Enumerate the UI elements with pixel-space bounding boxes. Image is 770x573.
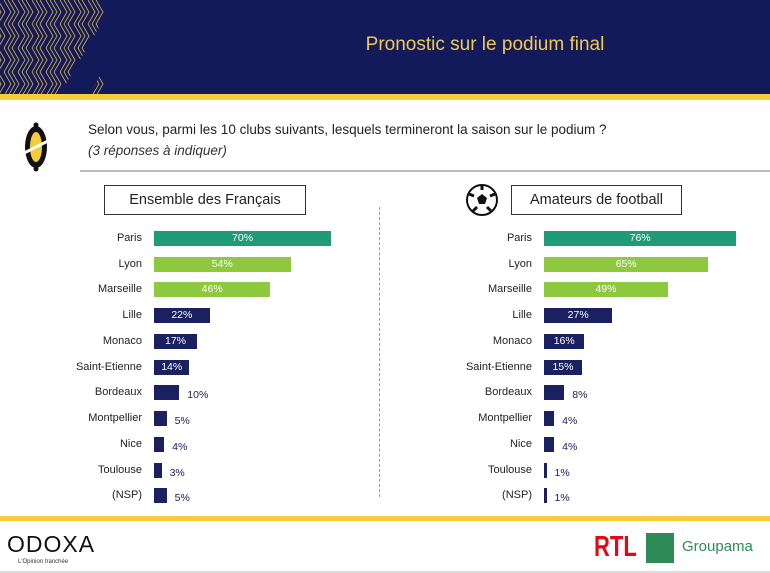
value-label: 5% bbox=[174, 415, 190, 427]
value-label: 1% bbox=[554, 467, 570, 479]
bar bbox=[544, 411, 555, 426]
value-label: 4% bbox=[172, 441, 188, 453]
groupama-logo: Groupama bbox=[682, 538, 753, 555]
category-label: Marseille bbox=[487, 283, 532, 295]
category-label: Toulouse bbox=[487, 464, 532, 476]
category-label: Saint-Etienne bbox=[465, 361, 532, 373]
bar bbox=[154, 231, 332, 246]
category-label: (NSP) bbox=[502, 489, 532, 501]
value-label: 3% bbox=[169, 467, 185, 479]
value-label: 65% bbox=[615, 258, 637, 270]
header: Pronostic sur le podium final bbox=[0, 0, 770, 94]
odoxa-tagline: L'Opinion tranchée bbox=[18, 559, 69, 565]
category-label: Paris bbox=[506, 232, 532, 244]
value-label: 16% bbox=[553, 335, 575, 347]
bar bbox=[154, 385, 180, 400]
divider bbox=[0, 571, 770, 573]
page-title: Pronostic sur le podium final bbox=[365, 34, 605, 55]
bar bbox=[544, 257, 709, 272]
bar bbox=[154, 488, 167, 503]
category-label: Monaco bbox=[102, 335, 142, 347]
category-label: Montpellier bbox=[88, 412, 142, 424]
question-note: (3 réponses à indiquer) bbox=[88, 143, 227, 158]
odoxa-logo-icon bbox=[24, 122, 48, 172]
value-label: 76% bbox=[629, 232, 651, 244]
divider bbox=[80, 170, 770, 172]
divider bbox=[0, 516, 770, 521]
chevron-pattern bbox=[0, 0, 115, 94]
divider bbox=[379, 207, 380, 497]
panel-title-fans: Amateurs de football bbox=[511, 185, 682, 215]
divider bbox=[0, 94, 770, 100]
category-label: Lyon bbox=[508, 258, 532, 270]
category-label: Toulouse bbox=[97, 464, 142, 476]
panel-title-all: Ensemble des Français bbox=[104, 185, 306, 215]
category-label: Lille bbox=[122, 309, 142, 321]
bar bbox=[544, 334, 585, 349]
category-label: Nice bbox=[119, 438, 142, 450]
bar bbox=[154, 463, 162, 478]
value-label: 17% bbox=[164, 335, 186, 347]
category-label: Saint-Etienne bbox=[75, 361, 142, 373]
value-label: 46% bbox=[201, 283, 223, 295]
category-label: Monaco bbox=[492, 335, 532, 347]
bar bbox=[154, 360, 190, 375]
bar bbox=[154, 257, 291, 272]
category-label: Bordeaux bbox=[94, 386, 142, 398]
odoxa-logo: ODOXA bbox=[7, 531, 96, 557]
value-label: 15% bbox=[552, 361, 574, 373]
value-label: 70% bbox=[232, 232, 254, 244]
bar bbox=[154, 334, 197, 349]
category-label: Paris bbox=[116, 232, 142, 244]
category-label: Nice bbox=[509, 438, 532, 450]
question-text: Selon vous, parmi les 10 clubs suivants,… bbox=[88, 122, 607, 137]
groupama-logo-icon bbox=[646, 533, 674, 563]
value-label: 5% bbox=[174, 492, 190, 504]
value-label: 14% bbox=[161, 361, 183, 373]
value-label: 4% bbox=[562, 415, 578, 427]
bar bbox=[544, 488, 547, 503]
category-label: Lyon bbox=[118, 258, 142, 270]
bar bbox=[544, 282, 668, 297]
value-label: 27% bbox=[567, 309, 589, 321]
category-label: (NSP) bbox=[112, 489, 142, 501]
bar bbox=[154, 437, 165, 452]
bar bbox=[544, 437, 555, 452]
category-label: Montpellier bbox=[478, 412, 532, 424]
bar bbox=[544, 231, 737, 246]
bar bbox=[544, 360, 582, 375]
category-label: Bordeaux bbox=[484, 386, 532, 398]
value-label: 22% bbox=[171, 309, 193, 321]
value-label: 1% bbox=[554, 492, 570, 504]
rtl-logo: RTL bbox=[594, 530, 637, 563]
category-label: Lille bbox=[512, 309, 532, 321]
bar bbox=[154, 308, 210, 323]
bar bbox=[544, 308, 613, 323]
category-label: Marseille bbox=[97, 283, 142, 295]
value-label: 10% bbox=[187, 389, 209, 401]
value-label: 49% bbox=[595, 283, 617, 295]
bar bbox=[544, 463, 547, 478]
bar bbox=[544, 385, 565, 400]
value-label: 4% bbox=[562, 441, 578, 453]
value-label: 54% bbox=[211, 258, 233, 270]
football-icon bbox=[466, 184, 498, 216]
bar bbox=[154, 411, 167, 426]
value-label: 8% bbox=[572, 389, 588, 401]
bar bbox=[154, 282, 271, 297]
